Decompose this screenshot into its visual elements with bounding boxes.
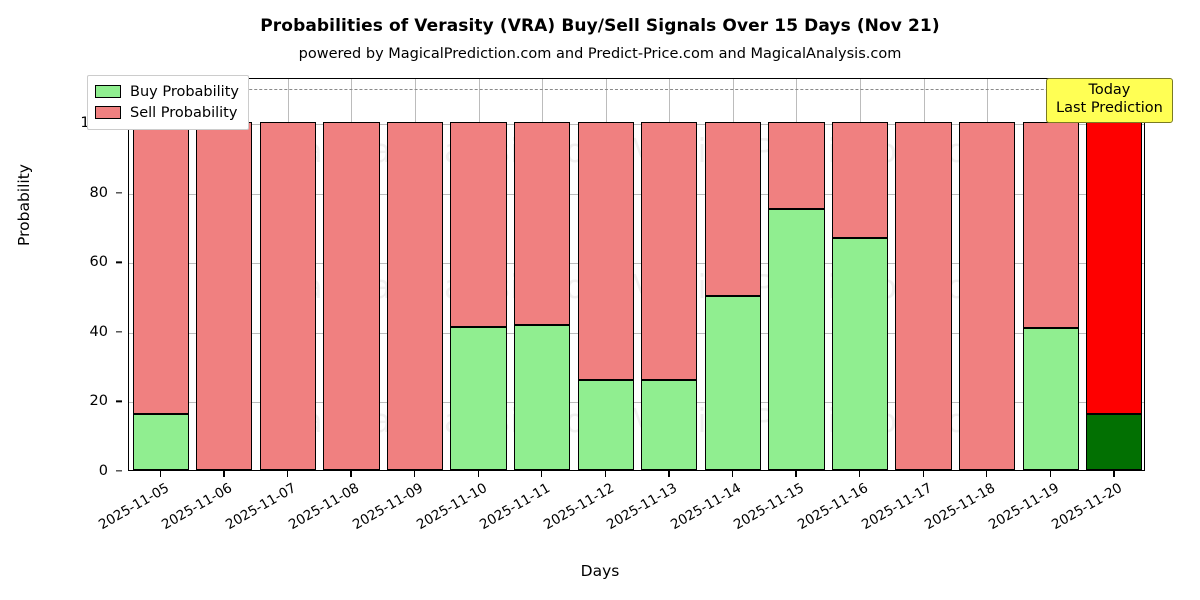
legend-swatch-buy <box>95 85 121 98</box>
bar-2025-11-11[interactable] <box>514 77 571 470</box>
bar-segment-sell[interactable] <box>768 122 825 210</box>
bar-2025-11-14[interactable] <box>704 77 761 470</box>
x-axis-tick-mark <box>986 471 988 477</box>
x-axis-tick-mark <box>604 471 607 477</box>
bar-segment-sell[interactable] <box>450 122 507 328</box>
bar-2025-11-10[interactable] <box>450 77 507 470</box>
x-axis-label: Days <box>580 562 620 580</box>
bar-2025-11-16[interactable] <box>831 77 889 470</box>
x-axis-tick-mark <box>795 471 797 477</box>
bar-segment-sell[interactable] <box>704 122 761 297</box>
chart-subtitle: powered by MagicalPrediction.com and Pre… <box>298 46 902 62</box>
bar-segment-sell[interactable] <box>1086 122 1143 415</box>
x-axis-tick-mark <box>731 471 734 477</box>
bar-segment-sell[interactable] <box>323 122 380 470</box>
legend-swatch-sell <box>95 106 121 119</box>
bar-segment-sell[interactable] <box>386 122 444 470</box>
bar-2025-11-07[interactable] <box>259 77 317 470</box>
x-axis-tick-mark <box>414 471 416 477</box>
y-axis-tick-mark <box>116 331 122 333</box>
x-axis-tick-mark <box>858 471 861 477</box>
y-axis-tick-label: 0 <box>98 463 108 479</box>
x-axis-tick-mark <box>922 471 924 477</box>
bar-2025-11-20[interactable] <box>1086 77 1143 470</box>
legend-label-sell: Sell Probability <box>130 104 238 121</box>
x-axis-tick-mark <box>350 471 352 477</box>
y-axis-tick-mark <box>116 192 122 194</box>
y-axis-label: Probability <box>15 164 33 246</box>
bar-segment-buy[interactable] <box>132 414 189 470</box>
gridline <box>129 263 1144 265</box>
bar-segment-buy[interactable] <box>577 380 634 470</box>
today-annotation-line1: Today <box>1088 82 1131 98</box>
chart-title: Probabilities of Verasity (VRA) Buy/Sell… <box>260 16 940 36</box>
bar-segment-sell[interactable] <box>958 122 1016 470</box>
bar-2025-11-13[interactable] <box>641 77 698 470</box>
y-axis-tick-label: 60 <box>89 254 108 271</box>
bar-2025-11-19[interactable] <box>1022 77 1079 470</box>
bar-segment-sell[interactable] <box>895 122 952 470</box>
x-axis-tick-mark <box>286 471 289 477</box>
y-axis-tick-mark <box>116 400 122 403</box>
x-axis-tick-mark <box>541 471 543 477</box>
x-axis-tick-mark <box>477 471 479 477</box>
bar-2025-11-08[interactable] <box>323 77 380 470</box>
x-axis-tick-mark <box>223 471 225 477</box>
bar-2025-11-05[interactable] <box>132 77 189 470</box>
x-axis-tick-mark <box>159 471 162 477</box>
gridline <box>129 402 1144 404</box>
bar-segment-buy[interactable] <box>514 325 571 470</box>
y-axis-tick-label: 80 <box>89 184 108 201</box>
bar-segment-sell[interactable] <box>196 122 253 470</box>
y-axis-tick-mark <box>116 470 122 472</box>
bar-2025-11-09[interactable] <box>386 77 444 470</box>
gridline <box>129 332 1144 334</box>
bar-segment-sell[interactable] <box>132 122 189 415</box>
y-axis-tick-label: 40 <box>89 323 108 340</box>
x-axis-tick-mark <box>1049 471 1051 477</box>
legend-item-sell: Sell Probability <box>95 102 239 123</box>
bar-2025-11-17[interactable] <box>895 77 952 470</box>
bar-segment-sell[interactable] <box>514 122 571 326</box>
bar-segment-buy[interactable] <box>704 296 761 470</box>
bar-segment-buy[interactable] <box>450 327 507 470</box>
y-axis-tick-mark <box>116 261 122 263</box>
bar-segment-sell[interactable] <box>577 122 634 381</box>
reference-line <box>129 89 1144 91</box>
bar-segment-buy[interactable] <box>641 380 698 470</box>
bar-2025-11-12[interactable] <box>577 77 634 470</box>
today-annotation-line2: Last Prediction <box>1056 99 1163 116</box>
bar-segment-sell[interactable] <box>259 122 317 470</box>
x-axis-tick-mark <box>668 471 670 477</box>
bar-segment-buy[interactable] <box>831 238 889 470</box>
bar-segment-buy[interactable] <box>1086 414 1143 470</box>
y-axis-tick-label: 20 <box>89 393 108 410</box>
legend-label-buy: Buy Probability <box>130 83 239 100</box>
bar-2025-11-18[interactable] <box>958 77 1016 470</box>
bar-2025-11-15[interactable] <box>768 77 825 470</box>
bar-segment-sell[interactable] <box>641 122 698 381</box>
legend-item-buy: Buy Probability <box>95 81 239 102</box>
bar-segment-sell[interactable] <box>831 122 889 239</box>
bar-2025-11-06[interactable] <box>196 77 253 470</box>
bar-segment-buy[interactable] <box>1022 328 1079 470</box>
gridline <box>129 124 1144 126</box>
x-axis-tick-mark <box>1113 471 1115 477</box>
plot-area: MagicalAnalysis.com MagicalPrediction.co… <box>128 78 1145 471</box>
bar-segment-sell[interactable] <box>1022 122 1079 329</box>
bar-segment-buy[interactable] <box>768 209 825 470</box>
chart-legend: Buy Probability Sell Probability <box>87 75 249 130</box>
today-annotation: Today Last Prediction <box>1046 78 1173 124</box>
gridline <box>129 193 1144 195</box>
